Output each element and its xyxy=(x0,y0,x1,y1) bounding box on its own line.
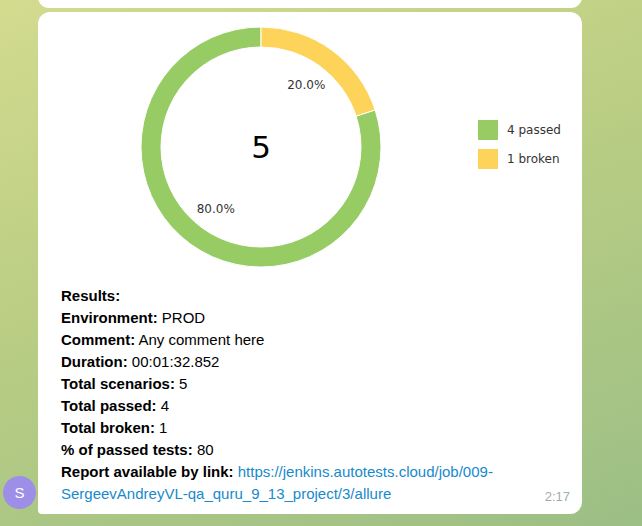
donut-chart: 80.0% 20.0% 5 4 passed 1 broken xyxy=(38,12,582,282)
legend-label: 1 broken xyxy=(507,152,560,166)
field-value: 1 xyxy=(159,419,167,436)
avatar[interactable]: S xyxy=(3,476,36,509)
data-label: 80.0% xyxy=(197,202,235,216)
field-value: 5 xyxy=(179,375,187,392)
heading: Results: xyxy=(61,287,120,304)
field-label: Environment: xyxy=(61,309,158,326)
data-label: 20.0% xyxy=(287,78,325,92)
message-line: Total broken: 1 xyxy=(61,417,553,439)
field-value: 4 xyxy=(161,397,169,414)
field-label: Total scenarios: xyxy=(61,375,175,392)
message-time: 2:17 xyxy=(545,489,570,504)
message-line: % of passed tests: 80 xyxy=(61,439,553,461)
message-bubble: 80.0% 20.0% 5 4 passed 1 broken Results: Envi… xyxy=(38,12,582,514)
center-total: 5 xyxy=(251,129,271,165)
field-value: PROD xyxy=(162,309,205,326)
message-line: Results: xyxy=(61,285,553,307)
message-line: Environment: PROD xyxy=(61,307,553,329)
legend-swatch xyxy=(478,149,498,169)
slice xyxy=(141,27,381,267)
field-label: Comment: xyxy=(61,331,135,348)
legend-label: 4 passed xyxy=(507,123,561,137)
message-line: Total passed: 4 xyxy=(61,395,553,417)
slice xyxy=(261,27,375,116)
field-value: Any comment here xyxy=(139,331,265,348)
message-line: Total scenarios: 5 xyxy=(61,373,553,395)
field-label: Total broken: xyxy=(61,419,155,436)
message-line: Comment: Any comment here xyxy=(61,329,553,351)
field-value: 80 xyxy=(197,441,214,458)
legend-swatch xyxy=(478,120,498,140)
slices xyxy=(141,27,381,267)
previous-bubble xyxy=(38,0,582,8)
message-text: Results:Environment: PRODComment: Any co… xyxy=(61,285,553,505)
message-line: Report available by link: https://jenkin… xyxy=(61,461,553,505)
field-label: Report available by link: xyxy=(61,463,234,480)
field-label: % of passed tests: xyxy=(61,441,193,458)
field-label: Total passed: xyxy=(61,397,157,414)
field-label: Duration: xyxy=(61,353,128,370)
field-value: 00:01:32.852 xyxy=(132,353,220,370)
message-line: Duration: 00:01:32.852 xyxy=(61,351,553,373)
